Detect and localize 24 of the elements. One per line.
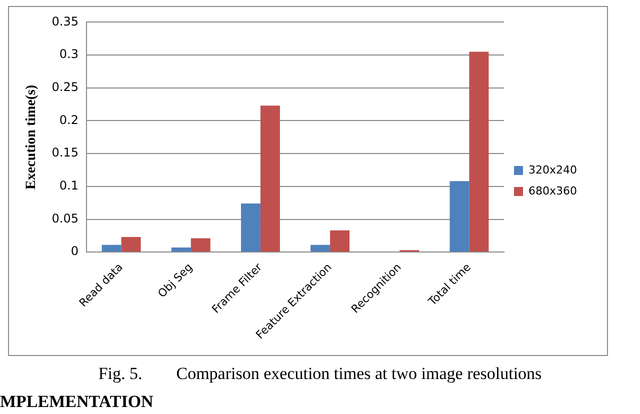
y-tick-label: 0.25 xyxy=(52,80,79,94)
bar xyxy=(102,244,122,252)
bar xyxy=(260,106,280,252)
bar xyxy=(240,203,260,252)
bar xyxy=(190,238,210,252)
bar xyxy=(469,52,489,252)
text: MPLEMENTATION xyxy=(0,392,154,412)
y-tick-label: 0 xyxy=(70,244,79,258)
y-tick-label: 0.05 xyxy=(52,211,79,226)
y-tick-label: 0.2 xyxy=(59,112,79,127)
y-axis-title: Execution time(s) xyxy=(24,84,40,190)
y-tick-label: 0.15 xyxy=(52,146,79,160)
y-tick-label: 0.35 xyxy=(52,14,79,28)
bar xyxy=(310,244,330,252)
bar xyxy=(121,236,141,252)
bar xyxy=(330,230,350,252)
caption: Fig. 5. Comparison execution times at two image resolutions xyxy=(97,364,543,384)
bar xyxy=(171,247,191,252)
x-tick-label: Obj Seg xyxy=(155,260,196,300)
legend-label: 680x360 xyxy=(528,184,578,198)
y-tick-label: 0.3 xyxy=(59,47,79,62)
legend-label: 320x240 xyxy=(528,163,578,176)
bar xyxy=(450,181,470,252)
y-tick-label: 0.1 xyxy=(59,178,79,193)
